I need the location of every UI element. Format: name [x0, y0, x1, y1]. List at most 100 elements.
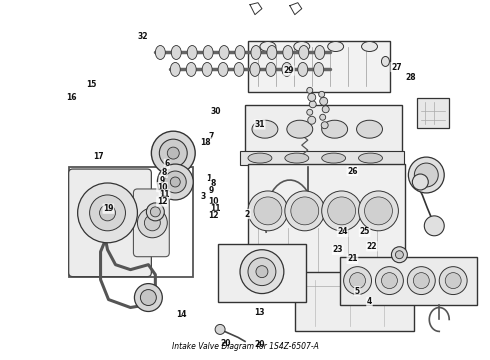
Ellipse shape	[202, 62, 212, 76]
Circle shape	[349, 273, 366, 289]
Text: 28: 28	[406, 73, 416, 82]
Text: 9: 9	[208, 186, 214, 195]
Text: 21: 21	[347, 255, 358, 264]
Ellipse shape	[250, 62, 260, 76]
Circle shape	[308, 116, 316, 124]
Ellipse shape	[235, 45, 245, 59]
Text: 26: 26	[347, 167, 358, 176]
Text: 8: 8	[162, 168, 167, 177]
Ellipse shape	[382, 57, 390, 67]
Bar	[295, 272, 415, 332]
Text: 10: 10	[208, 197, 219, 206]
Ellipse shape	[315, 45, 325, 59]
Text: 20: 20	[220, 339, 231, 348]
Bar	[69, 167, 193, 276]
Ellipse shape	[234, 62, 244, 76]
Text: 17: 17	[93, 152, 104, 161]
Text: 13: 13	[254, 308, 265, 317]
Circle shape	[415, 163, 438, 187]
Ellipse shape	[322, 120, 347, 138]
Circle shape	[322, 191, 362, 231]
Text: 4: 4	[367, 297, 372, 306]
Circle shape	[285, 191, 325, 231]
Circle shape	[167, 147, 179, 159]
FancyBboxPatch shape	[133, 189, 169, 257]
Circle shape	[322, 106, 329, 113]
Circle shape	[99, 205, 116, 221]
Text: 19: 19	[103, 204, 114, 213]
Text: 18: 18	[200, 138, 211, 147]
Circle shape	[248, 191, 288, 231]
Bar	[240, 151, 404, 165]
Circle shape	[307, 87, 313, 93]
Text: 12: 12	[157, 197, 167, 206]
Circle shape	[248, 258, 276, 285]
Ellipse shape	[322, 153, 345, 163]
Circle shape	[90, 195, 125, 231]
Ellipse shape	[203, 45, 213, 59]
Bar	[245, 105, 402, 153]
Ellipse shape	[299, 45, 309, 59]
Circle shape	[256, 266, 268, 278]
Ellipse shape	[267, 45, 277, 59]
Circle shape	[151, 131, 195, 175]
Circle shape	[395, 251, 403, 259]
Text: 15: 15	[86, 81, 97, 90]
Circle shape	[77, 183, 137, 243]
Circle shape	[291, 197, 318, 225]
Ellipse shape	[362, 41, 377, 51]
Ellipse shape	[252, 120, 278, 138]
Circle shape	[407, 267, 435, 294]
Circle shape	[147, 203, 164, 221]
Circle shape	[164, 171, 186, 193]
Text: 20: 20	[254, 341, 265, 350]
Circle shape	[318, 91, 325, 97]
Ellipse shape	[328, 41, 343, 51]
Text: 24: 24	[338, 228, 348, 237]
Ellipse shape	[283, 45, 293, 59]
Circle shape	[171, 177, 180, 187]
Text: 16: 16	[67, 93, 77, 102]
Ellipse shape	[359, 153, 383, 163]
Bar	[340, 257, 477, 305]
Text: 32: 32	[137, 32, 148, 41]
Text: 9: 9	[159, 176, 165, 185]
Circle shape	[308, 93, 316, 101]
Circle shape	[141, 289, 156, 306]
Circle shape	[309, 101, 316, 108]
Text: 3: 3	[201, 192, 206, 201]
Circle shape	[413, 174, 428, 190]
Ellipse shape	[287, 120, 313, 138]
Circle shape	[424, 216, 444, 236]
Text: 8: 8	[211, 179, 216, 188]
Circle shape	[359, 191, 398, 231]
Ellipse shape	[172, 45, 181, 59]
Text: 23: 23	[333, 246, 343, 255]
Text: 10: 10	[157, 183, 167, 192]
Circle shape	[439, 267, 467, 294]
Ellipse shape	[285, 153, 309, 163]
Circle shape	[307, 109, 313, 115]
Bar	[248, 41, 391, 92]
Text: 14: 14	[176, 310, 187, 319]
Ellipse shape	[171, 62, 180, 76]
Ellipse shape	[186, 62, 196, 76]
Circle shape	[343, 267, 371, 294]
Ellipse shape	[219, 45, 229, 59]
Text: 12: 12	[208, 211, 219, 220]
Circle shape	[414, 273, 429, 289]
Circle shape	[321, 122, 328, 129]
Text: 2: 2	[245, 210, 250, 219]
Ellipse shape	[155, 45, 165, 59]
Circle shape	[365, 197, 392, 225]
Ellipse shape	[251, 45, 261, 59]
Circle shape	[319, 114, 326, 120]
Circle shape	[328, 197, 356, 225]
Ellipse shape	[298, 62, 308, 76]
Text: 11: 11	[211, 204, 221, 213]
Ellipse shape	[187, 45, 197, 59]
Text: 25: 25	[359, 228, 370, 237]
Ellipse shape	[218, 62, 228, 76]
Text: 11: 11	[159, 190, 170, 199]
Circle shape	[145, 215, 160, 231]
